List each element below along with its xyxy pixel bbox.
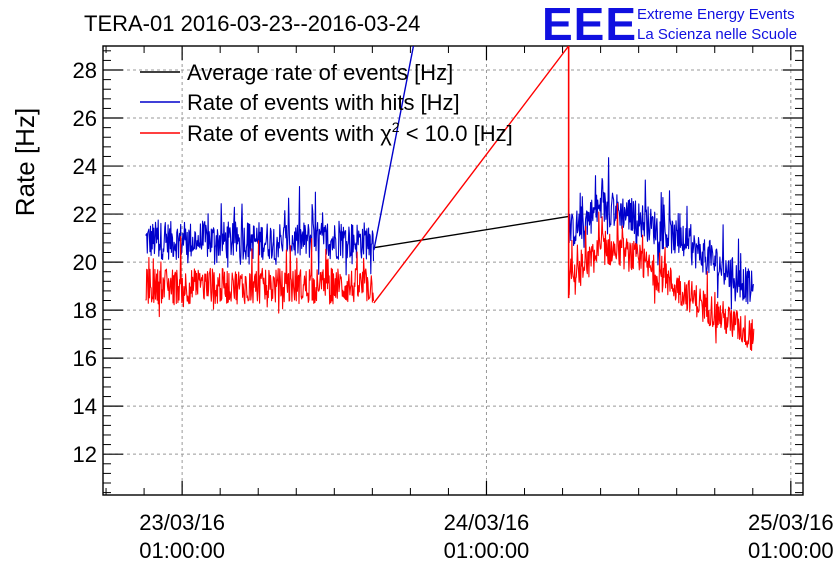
logo-mark: EEE	[542, 0, 637, 50]
x-tick-label-date: 23/03/16	[139, 510, 225, 535]
chart-title: TERA-01 2016-03-23--2016-03-24	[84, 11, 420, 36]
series-hits-segment-1	[145, 186, 375, 276]
x-tick-label-time: 01:00:00	[748, 538, 834, 563]
legend: Average rate of events [Hz] Rate of even…	[140, 60, 513, 146]
x-tick-label-date: 25/03/16	[748, 510, 834, 535]
legend-label-chi2: Rate of events with χ2 < 10.0 [Hz]	[187, 119, 513, 146]
series-hits-segment-2	[568, 157, 755, 310]
logo-line2: La Scienza nelle Scuole	[637, 26, 797, 43]
y-tick-label: 12	[73, 442, 97, 467]
y-tick-label: 16	[73, 346, 97, 371]
y-axis-label: Rate [Hz]	[10, 108, 40, 216]
series-layer	[145, 46, 755, 352]
axis-ticks	[103, 46, 803, 495]
y-tick-labels: 12 14 16 18 20 22 24 26 28	[73, 58, 97, 467]
series-chi2-segment-1	[145, 236, 375, 318]
x-tick-label-time: 01:00:00	[139, 538, 225, 563]
legend-chi2-sup: 2	[392, 119, 400, 135]
plot-frame	[102, 45, 804, 496]
legend-chi2-suffix: < 10.0 [Hz]	[400, 121, 513, 146]
y-tick-label: 22	[73, 202, 97, 227]
y-tick-label: 24	[73, 154, 97, 179]
eee-logo: EEE Extreme Energy Events La Scienza nel…	[542, 0, 797, 50]
y-tick-label: 26	[73, 106, 97, 131]
series-average-line	[373, 215, 569, 249]
grid	[103, 46, 803, 495]
x-tick-label-date: 24/03/16	[444, 510, 530, 535]
series-chi2-segment-2	[568, 203, 755, 352]
legend-label-hits: Rate of events with hits [Hz]	[187, 90, 460, 115]
y-tick-label: 18	[73, 298, 97, 323]
y-tick-label: 20	[73, 250, 97, 275]
x-tick-label-time: 01:00:00	[444, 538, 530, 563]
logo-line1: Extreme Energy Events	[637, 6, 795, 23]
x-tick-labels: 23/03/16 01:00:00 24/03/16 01:00:00 25/03/16…	[139, 510, 833, 563]
legend-chi2-symbol: χ	[380, 121, 392, 146]
legend-label-average: Average rate of events [Hz]	[187, 60, 453, 85]
y-tick-label: 14	[73, 394, 97, 419]
legend-chi2-prefix: Rate of events with	[187, 121, 380, 146]
series-hits-connector	[373, 46, 415, 251]
series-chi2-connector	[373, 46, 570, 304]
y-tick-label: 28	[73, 58, 97, 83]
